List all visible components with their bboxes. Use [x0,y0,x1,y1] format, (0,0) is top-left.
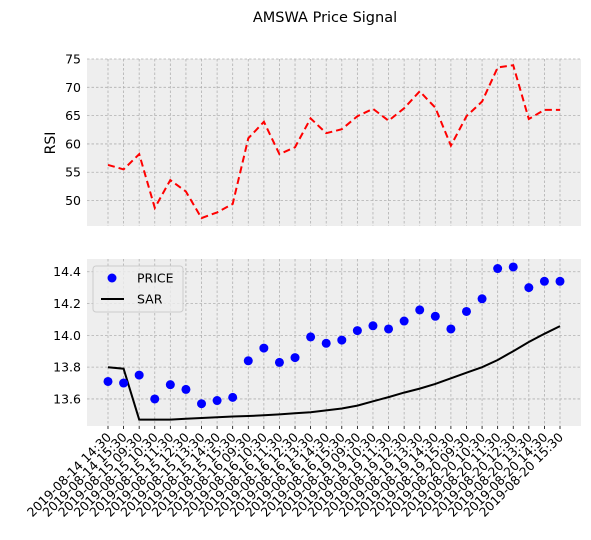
price-point [306,332,316,342]
rsi-gridlines [87,58,581,201]
price-point [477,294,487,304]
price-point [259,343,269,353]
price-series-points [103,262,565,409]
rsi-y-tick-label: 60 [65,136,81,151]
price-point [197,399,207,409]
price-point [243,356,253,366]
price-point [181,384,191,394]
price-point [368,321,378,331]
price-point [321,338,331,348]
legend-sar-label: SAR [137,292,163,307]
rsi-y-tick-label: 65 [65,108,81,123]
rsi-y-tick-label: 50 [65,193,81,208]
price-y-tick-label: 14.4 [53,264,81,279]
price-point [165,380,175,390]
price-y-tick-label: 13.6 [53,391,81,406]
price-point [493,264,503,274]
chart-title: AMSWA Price Signal [253,10,397,26]
rsi-y-axis-label: RSI [43,132,59,155]
price-point [461,306,471,316]
rsi-vertical-gridlines [107,59,561,226]
price-panel: 13.6 13.8 14.0 14.2 14.4 2019-08-14 14:30201… [24,259,581,520]
price-point [228,392,238,402]
rsi-plot-area [87,59,581,226]
price-point [150,394,160,404]
price-point [508,262,518,272]
rsi-y-tick-label: 70 [65,80,81,95]
price-point [119,378,129,388]
price-point [524,283,534,293]
price-point [134,370,144,380]
rsi-y-tick-label: 75 [65,52,81,67]
price-point [290,353,300,363]
price-point [446,324,456,334]
price-point [352,326,362,336]
price-point [212,396,222,406]
rsi-y-tick-label: 55 [65,165,81,180]
price-point [337,335,347,345]
price-y-ticks: 13.6 13.8 14.0 14.2 14.4 [53,264,81,406]
price-point [384,324,394,334]
price-point [274,357,284,367]
legend-price-label: PRICE [137,271,174,286]
legend: PRICE SAR [92,265,184,313]
legend-price-marker [107,273,117,283]
price-point [430,311,440,321]
price-y-tick-label: 14.2 [53,296,81,311]
rsi-panel: 50 55 60 65 70 75 RSI [43,52,581,226]
sar-series-line [107,325,561,421]
price-y-tick-label: 13.8 [53,360,81,375]
price-y-tick-label: 14.0 [53,328,81,343]
price-point [555,276,565,286]
price-point [539,276,549,286]
rsi-y-ticks: 50 55 60 65 70 75 [65,52,81,209]
price-point [415,305,425,315]
price-point [399,316,409,326]
price-point [103,376,113,386]
